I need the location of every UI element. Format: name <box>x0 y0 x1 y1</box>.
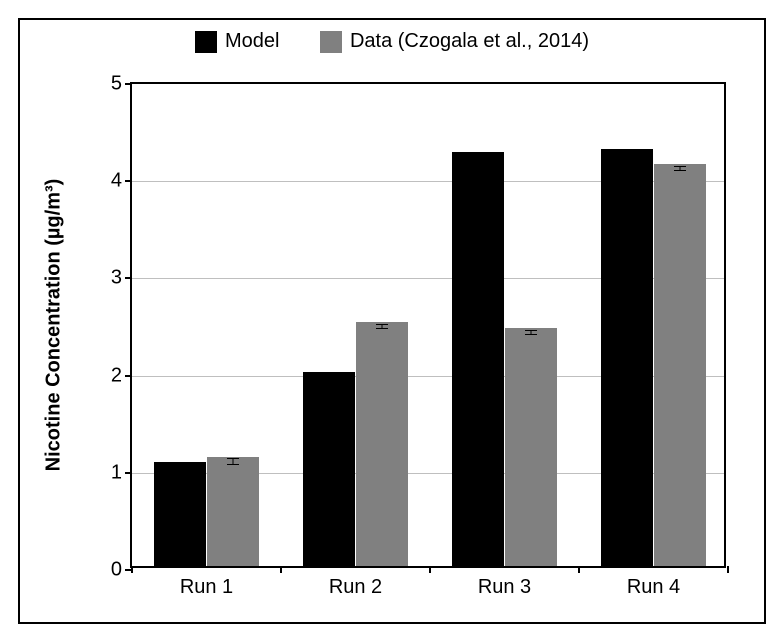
x-category-label: Run 3 <box>478 576 531 599</box>
chart-frame: Model Data (Czogala et al., 2014) Nicoti… <box>0 0 784 642</box>
error-bar-cap <box>525 330 537 331</box>
x-tick-mark <box>429 566 431 573</box>
y-tick-mark <box>125 375 132 377</box>
y-axis-label: Nicotine Concentration (µg/m³) <box>43 179 66 472</box>
x-category-label: Run 2 <box>329 576 382 599</box>
y-tick-label: 5 <box>82 73 122 96</box>
y-tick-label: 3 <box>82 267 122 290</box>
x-tick-mark <box>578 566 580 573</box>
error-bar-cap <box>525 334 537 335</box>
bar <box>505 328 557 566</box>
x-category-label: Run 1 <box>180 576 233 599</box>
y-tick-mark <box>125 83 132 85</box>
bar <box>303 372 355 566</box>
y-tick-label: 4 <box>82 170 122 193</box>
bar <box>207 457 259 566</box>
legend-item-data: Data (Czogala et al., 2014) <box>320 30 589 53</box>
x-tick-mark <box>131 566 133 573</box>
error-bar-cap <box>376 324 388 325</box>
bar <box>601 149 653 566</box>
legend-label-model: Model <box>225 30 279 53</box>
bar <box>452 152 504 566</box>
legend-swatch-data <box>320 31 342 53</box>
x-tick-mark <box>727 566 729 573</box>
y-tick-label: 0 <box>82 559 122 582</box>
x-tick-mark <box>280 566 282 573</box>
y-tick-label: 1 <box>82 461 122 484</box>
error-bar-cap <box>674 166 686 167</box>
y-tick-label: 2 <box>82 364 122 387</box>
bar <box>154 462 206 566</box>
error-bar-cap <box>674 170 686 171</box>
error-bar-cap <box>227 458 239 459</box>
x-category-label: Run 4 <box>627 576 680 599</box>
y-tick-mark <box>125 277 132 279</box>
bar <box>356 322 408 566</box>
legend: Model Data (Czogala et al., 2014) <box>0 30 784 58</box>
legend-swatch-model <box>195 31 217 53</box>
bar <box>654 164 706 566</box>
error-bar-cap <box>376 328 388 329</box>
plot-area: 012345Run 1Run 2Run 3Run 4 <box>130 82 726 568</box>
error-bar-cap <box>227 464 239 465</box>
legend-label-data: Data (Czogala et al., 2014) <box>350 30 589 53</box>
y-tick-mark <box>125 472 132 474</box>
y-tick-mark <box>125 180 132 182</box>
legend-item-model: Model <box>195 30 279 53</box>
